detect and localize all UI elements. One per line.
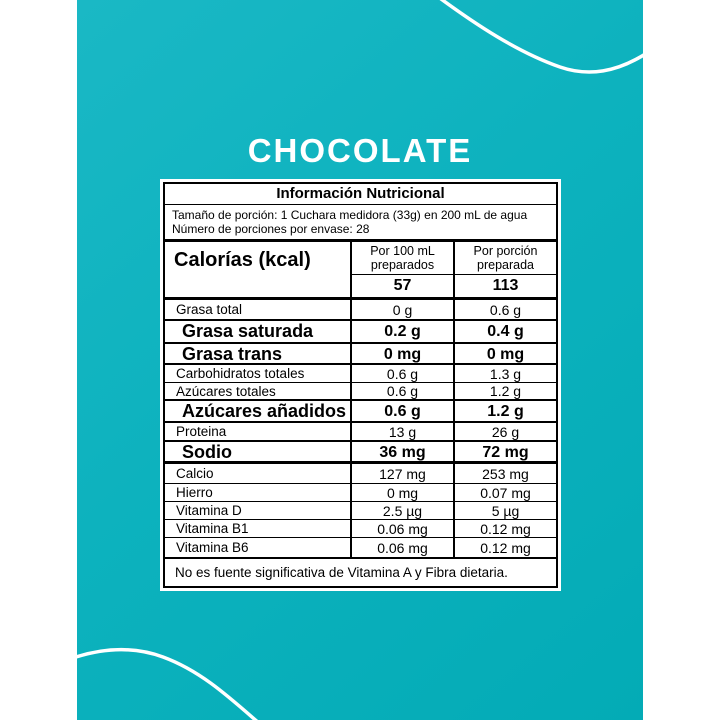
serving-size-text: Tamaño de porción: 1 Cuchara medidora (3… [172, 208, 528, 222]
micronutrient-value-per-100ml: 2.5 µg [350, 502, 453, 519]
micronutrient-value-per-100ml: 0 mg [350, 484, 453, 501]
nutrient-label: Grasa total [176, 302, 243, 317]
nutrient-row: Carbohidratos totales 0.6 g 1.3 g [165, 365, 556, 383]
nutrient-value-per-portion: 1.2 g [453, 401, 556, 422]
nutrient-rows: Grasa total 0 g 0.6 g Grasa saturada 0.2… [165, 300, 556, 464]
micronutrient-value-per-portion: 5 µg [453, 502, 556, 519]
micronutrient-value-per-100ml: 127 mg [350, 464, 453, 483]
micronutrient-value-per-100ml: 0.06 mg [350, 520, 453, 537]
nutrient-value-per-100ml: 0.6 g [350, 383, 453, 399]
nutrient-row: Grasa total 0 g 0.6 g [165, 300, 556, 321]
serving-info: Tamaño de porción: 1 Cuchara medidora (3… [165, 205, 556, 242]
nutrient-value-per-100ml: 0.2 g [350, 321, 453, 342]
wave-line-bottom-left [77, 647, 259, 720]
micronutrient-row: Vitamina B6 0.06 mg 0.12 mg [165, 538, 556, 559]
nutrient-label: Carbohidratos totales [176, 366, 305, 381]
nutrient-value-per-100ml: 13 g [350, 423, 453, 440]
nutrient-value-per-portion: 1.2 g [453, 383, 556, 399]
servings-per-container-text: Número de porciones por envase: 28 [172, 222, 370, 236]
micronutrient-value-per-100ml: 0.06 mg [350, 538, 453, 557]
calories-label: Calorías (kcal) [174, 249, 311, 271]
footnote: No es fuente significativa de Vitamina A… [175, 565, 508, 580]
nutrient-value-per-100ml: 0 g [350, 300, 453, 319]
micronutrient-label: Calcio [176, 466, 214, 481]
micronutrient-label: Vitamina D [176, 503, 242, 518]
calories-section: Calorías (kcal) Por 100 mL preparados Po… [165, 242, 556, 300]
nutrient-row: Azúcares añadidos 0.6 g 1.2 g [165, 401, 556, 423]
calories-per-portion-value: 113 [453, 275, 556, 297]
product-title: CHOCOLATE [247, 132, 473, 169]
per-portion-column-header: Por porción preparada [453, 242, 556, 275]
nutrient-row: Grasa trans 0 mg 0 mg [165, 344, 556, 365]
nutrient-value-per-portion: 0 mg [453, 344, 556, 365]
nutrient-row: Azúcares totales 0.6 g 1.2 g [165, 383, 556, 401]
micronutrient-value-per-portion: 253 mg [453, 464, 556, 483]
nutrient-value-per-100ml: 36 mg [350, 442, 453, 463]
micronutrient-row: Calcio 127 mg 253 mg [165, 464, 556, 484]
micronutrient-value-per-portion: 0.12 mg [453, 520, 556, 537]
nutrient-label: Proteina [176, 424, 227, 439]
nutrient-label: Azúcares totales [176, 383, 276, 399]
nutrient-label: Sodio [182, 442, 232, 462]
micronutrient-row: Hierro 0 mg 0.07 mg [165, 484, 556, 502]
micronutrient-label: Vitamina B6 [176, 540, 249, 555]
nutrient-row: Sodio 36 mg 72 mg [165, 442, 556, 464]
micronutrient-label: Hierro [176, 485, 213, 500]
nutrient-label: Azúcares añadidos [182, 401, 347, 421]
nutrient-value-per-portion: 26 g [453, 423, 556, 440]
calories-per-100ml-value: 57 [350, 275, 453, 297]
nutrient-row: Grasa saturada 0.2 g 0.4 g [165, 321, 556, 344]
nutrient-value-per-100ml: 0 mg [350, 344, 453, 365]
micronutrient-row: Vitamina B1 0.06 mg 0.12 mg [165, 520, 556, 538]
micronutrient-label: Vitamina B1 [176, 521, 249, 536]
nutrient-value-per-100ml: 0.6 g [350, 401, 453, 422]
nutrient-value-per-100ml: 0.6 g [350, 365, 453, 382]
nutrient-value-per-portion: 1.3 g [453, 365, 556, 382]
per-100ml-column-header: Por 100 mL preparados [350, 242, 453, 275]
micronutrient-value-per-portion: 0.12 mg [453, 538, 556, 557]
nutrition-facts-table: Información Nutricional Tamaño de porció… [163, 182, 558, 588]
nutrient-value-per-portion: 72 mg [453, 442, 556, 463]
nutrient-value-per-portion: 0.4 g [453, 321, 556, 342]
nutrition-table-header: Información Nutricional [165, 184, 556, 205]
micronutrient-value-per-portion: 0.07 mg [453, 484, 556, 501]
nutrient-row: Proteina 13 g 26 g [165, 423, 556, 442]
nutrient-value-per-portion: 0.6 g [453, 300, 556, 319]
micronutrient-row: Vitamina D 2.5 µg 5 µg [165, 502, 556, 520]
wave-line-top-right [439, 0, 643, 74]
micronutrient-rows: Calcio 127 mg 253 mg Hierro 0 mg 0.07 mg… [165, 464, 556, 559]
decorative-waves [77, 0, 643, 720]
nutrient-label: Grasa trans [182, 344, 283, 364]
nutrient-label: Grasa saturada [182, 321, 314, 341]
